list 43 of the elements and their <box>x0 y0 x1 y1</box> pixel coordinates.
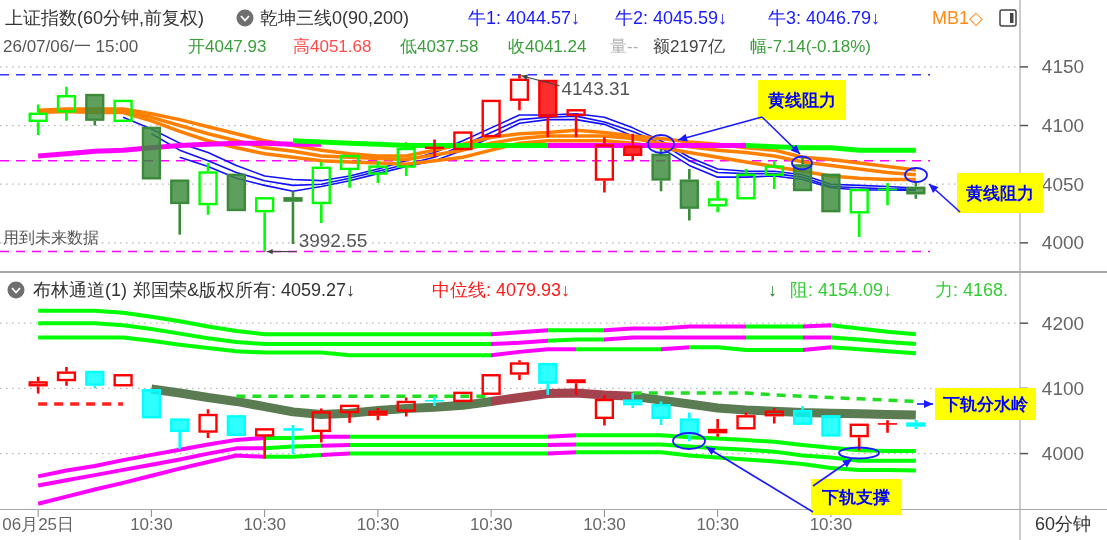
y-tick-label: 4200 <box>1041 312 1085 334</box>
annotation: 3992.55 <box>298 230 368 252</box>
x-tick-label: 10:30 <box>809 514 853 534</box>
annotation: 量-- <box>610 36 639 56</box>
annotation: 牛3: 4046.79↓ <box>768 8 881 28</box>
annotation: 26/07/06/一 15:00 <box>3 36 139 56</box>
y-tick-label: 4150 <box>1041 56 1085 78</box>
x-tick-label: 10:30 <box>696 514 739 534</box>
annotation: 郑国荣&版权所有: 4059.27↓ <box>133 280 356 300</box>
annotation: 低4037.58 <box>400 36 479 56</box>
annotation: ↓ <box>768 280 777 300</box>
annotation: 下轨支撑 <box>821 487 890 507</box>
text: 60分钟 <box>1034 514 1092 534</box>
chart-subtitle: 乾坤三线0(90,200) <box>260 8 410 28</box>
y-tick-label: 4000 <box>1041 443 1085 465</box>
annotation: 高4051.68 <box>293 36 372 56</box>
annotation: 开4047.93 <box>188 36 267 56</box>
annotation: 阻: 4154.09↓ <box>790 280 893 300</box>
annotation: 幅-7.14(-0.18%) <box>750 36 871 56</box>
text: 力: 4168. <box>935 280 1009 300</box>
text: 黄线阻力 <box>965 183 1034 203</box>
annotation: 4143.31 <box>561 78 631 100</box>
x-tick-label: 06月25日 <box>2 514 75 534</box>
y-tick-label: 4050 <box>1041 173 1085 195</box>
x-tick-label: 10:30 <box>583 514 626 534</box>
y-tick-label: 4100 <box>1041 115 1085 137</box>
annotation: 额2197亿 <box>653 36 725 56</box>
chart-title: 布林通道(1) <box>33 280 127 300</box>
annotation: 牛2: 4045.59↓ <box>615 8 728 28</box>
annotation: 用到未来数据 <box>3 228 99 246</box>
x-tick-label: 10:30 <box>130 514 173 534</box>
x-tick-label: 10:30 <box>469 514 513 534</box>
text: 下轨分水岭 <box>942 394 1029 414</box>
y-tick-label: 4000 <box>1041 232 1085 254</box>
annotation: 黄线阻力 <box>767 90 836 110</box>
x-tick-label: 10:30 <box>243 514 286 534</box>
y-tick-label: 4100 <box>1041 377 1085 399</box>
annotation: 中位线: 4079.93↓ <box>432 280 571 300</box>
annotation: 收4041.24 <box>508 36 587 56</box>
chart-title: 上证指数(60分钟,前复权) <box>5 8 205 28</box>
x-tick-label: 10:30 <box>356 514 400 534</box>
text: MB1◇ <box>932 8 984 28</box>
annotation: 牛1: 4044.57↓ <box>468 8 581 28</box>
